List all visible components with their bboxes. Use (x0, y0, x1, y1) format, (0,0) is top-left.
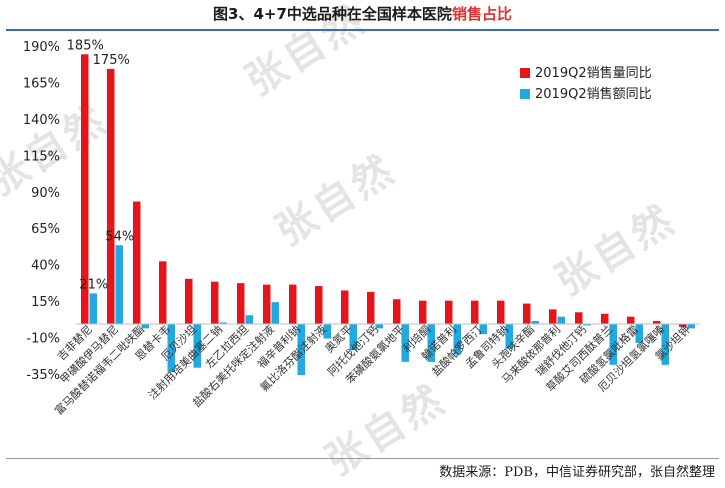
legend-swatch (520, 89, 530, 99)
bar-amount (583, 323, 591, 326)
bar-amount (401, 323, 409, 362)
bar-volume (549, 309, 557, 324)
bar-volume (367, 291, 375, 324)
bar-amount (557, 316, 565, 324)
bar-amount (141, 323, 149, 329)
chart-title-text: 图3、4+7中选品种在全国样本医院 (213, 5, 452, 23)
bar-amount (661, 323, 669, 365)
bar-amount (635, 323, 643, 343)
bar-volume (679, 323, 687, 327)
bar-volume (601, 313, 609, 324)
bar-volume (211, 281, 219, 324)
bar-volume (341, 290, 349, 324)
y-tick-label: -35% (26, 368, 60, 383)
y-axis: -35% -10% 15% 40% 65% 90% 115% 140% 165% 190% (23, 40, 60, 383)
bar-volume (523, 303, 531, 324)
bar-amount (687, 323, 695, 329)
bar-amount (349, 323, 357, 351)
legend: 2019Q2销售量同比 2019Q2销售额同比 (520, 65, 652, 102)
bar-amount (505, 323, 513, 349)
bar-amount (193, 323, 201, 368)
bar-volume (393, 299, 401, 324)
data-labels: 185%175% 21% 54% (67, 38, 135, 292)
data-label: 185% (67, 38, 104, 53)
bar-amount (271, 302, 279, 324)
footer-rule (6, 458, 719, 459)
bar-volume (237, 283, 245, 324)
data-label: 54% (105, 229, 134, 244)
y-tick-label: 40% (31, 259, 60, 274)
bar-amount (297, 323, 305, 375)
bar-amount (323, 323, 331, 339)
bar-volume (419, 300, 427, 324)
bar-volume (289, 284, 297, 324)
bar-amount (167, 323, 175, 373)
bar-volume (133, 201, 141, 324)
y-tick-label: 90% (31, 186, 60, 201)
bar-volume (107, 68, 115, 324)
bar-volume (627, 316, 635, 324)
bar-amount (115, 245, 123, 324)
bar-amount (453, 323, 461, 355)
source-note: 数据来源：PDB，中信证券研究部，张自然整理 (439, 465, 715, 480)
chart-title: 图3、4+7中选品种在全国样本医院销售占比 (0, 0, 725, 28)
bar-amount (479, 323, 487, 335)
bar-amount (89, 293, 97, 324)
y-tick-label: 140% (23, 113, 60, 128)
y-tick-label: -10% (26, 332, 60, 347)
bar-volume (653, 321, 661, 324)
data-label: 175% (93, 53, 130, 68)
y-tick-label: 190% (23, 40, 60, 55)
y-tick-label: 65% (31, 222, 60, 237)
bar-amount (427, 323, 435, 362)
legend-swatch (520, 68, 530, 78)
bars (81, 54, 695, 375)
legend-label: 2019Q2销售额同比 (535, 86, 652, 102)
bar-volume (445, 300, 453, 324)
bar-volume (263, 284, 271, 324)
bar-volume (497, 300, 505, 324)
data-label: 21% (79, 277, 108, 292)
bar-volume (575, 312, 583, 324)
bar-amount (245, 315, 253, 324)
bar-amount (531, 321, 539, 324)
bar-volume (185, 278, 193, 324)
bar-amount (609, 323, 617, 365)
chart-title-accent: 销售占比 (451, 5, 512, 23)
y-tick-label: 15% (31, 295, 60, 310)
bar-volume (315, 286, 323, 324)
bar-volume (159, 261, 167, 324)
bar-volume (471, 300, 479, 324)
bar-volume (81, 54, 89, 324)
x-axis: 吉非替尼甲磺酸伊马替尼富马酸替诺福韦二吡呋酯恩替卡韦厄贝沙坦注射用培美曲塞二钠左… (52, 322, 693, 417)
y-tick-label: 165% (23, 76, 60, 91)
bar-chart: -35% -10% 15% 40% 65% 90% 115% 140% 165% 190% 吉非替… (23, 38, 700, 418)
legend-label: 2019Q2销售量同比 (535, 65, 652, 81)
title-rule (6, 29, 719, 31)
bar-amount (219, 322, 227, 324)
y-tick-label: 115% (23, 149, 60, 164)
bar-amount (375, 323, 383, 329)
